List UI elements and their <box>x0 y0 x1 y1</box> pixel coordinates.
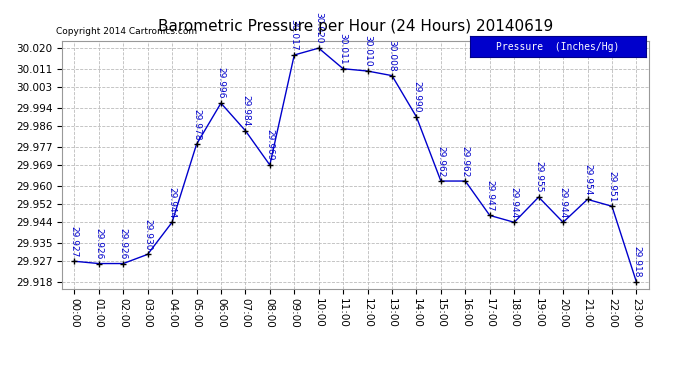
Text: 30.008: 30.008 <box>388 40 397 72</box>
Text: 29.962: 29.962 <box>436 146 445 177</box>
Text: 29.978: 29.978 <box>192 109 201 140</box>
Text: 29.984: 29.984 <box>241 95 250 126</box>
Text: 29.996: 29.996 <box>217 68 226 99</box>
Text: 29.944: 29.944 <box>559 187 568 218</box>
Text: 29.927: 29.927 <box>70 226 79 257</box>
Title: Barometric Pressure per Hour (24 Hours) 20140619: Barometric Pressure per Hour (24 Hours) … <box>158 19 553 34</box>
Text: 29.955: 29.955 <box>534 161 543 193</box>
Text: 29.954: 29.954 <box>583 164 592 195</box>
Text: 29.918: 29.918 <box>632 246 641 278</box>
Text: 29.947: 29.947 <box>485 180 494 211</box>
Text: 30.017: 30.017 <box>290 19 299 51</box>
Text: 30.010: 30.010 <box>363 35 372 67</box>
Text: 29.951: 29.951 <box>607 171 616 202</box>
Text: 29.969: 29.969 <box>266 129 275 161</box>
Text: 29.944: 29.944 <box>168 187 177 218</box>
Text: 29.926: 29.926 <box>95 228 103 260</box>
Text: Copyright 2014 Cartronics.com: Copyright 2014 Cartronics.com <box>56 27 197 36</box>
Text: 29.962: 29.962 <box>461 146 470 177</box>
Text: 29.944: 29.944 <box>510 187 519 218</box>
Text: 30.020: 30.020 <box>314 12 323 44</box>
Text: 30.011: 30.011 <box>339 33 348 64</box>
Text: 29.990: 29.990 <box>412 81 421 113</box>
Text: 29.926: 29.926 <box>119 228 128 260</box>
Text: 29.930: 29.930 <box>143 219 152 250</box>
